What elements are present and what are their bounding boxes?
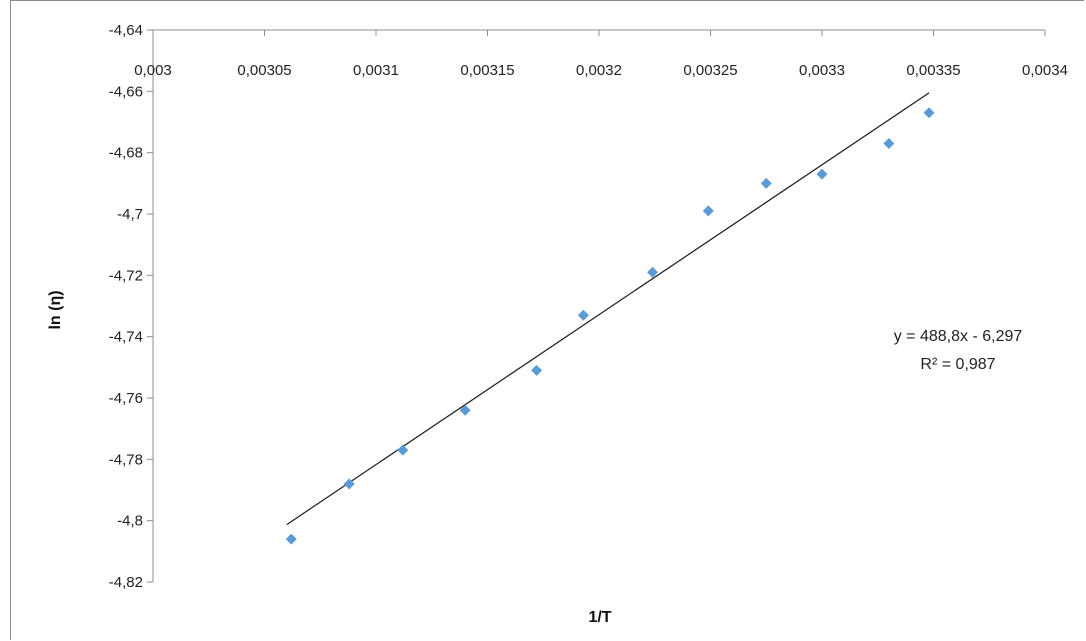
y-tick-label: -4,74 <box>109 329 143 346</box>
y-tick-label: -4,66 <box>109 83 143 100</box>
y-tick-label: -4,72 <box>109 267 143 284</box>
data-point <box>343 478 355 490</box>
x-tick-label: 0,0034 <box>1022 62 1068 79</box>
data-point <box>760 177 772 189</box>
y-tick-label: -4,68 <box>109 145 143 162</box>
y-tick-label: -4,82 <box>109 574 143 591</box>
data-point <box>647 266 659 278</box>
x-axis-title: 1/T <box>588 609 611 626</box>
y-tick-label: -4,76 <box>109 390 143 407</box>
x-tick-label: 0,00325 <box>683 62 737 79</box>
y-tick-label: -4,7 <box>117 206 143 223</box>
trendline-equation: y = 488,8x - 6,297 <box>894 328 1023 345</box>
data-point <box>285 533 297 545</box>
chart-area <box>10 0 1084 640</box>
data-point <box>923 107 935 119</box>
y-axis: -4,64 -4,66 -4,68 -4,7 -4,72 -4,74 -4,76 -4,78 -… <box>109 22 154 591</box>
r-squared-label: R² = 0,987 <box>920 356 995 373</box>
data-point <box>397 444 409 456</box>
data-point <box>816 168 828 180</box>
data-point <box>577 309 589 321</box>
data-point <box>702 205 714 217</box>
x-tick-label: 0,00335 <box>906 62 960 79</box>
y-tick-label: -4,8 <box>117 513 143 530</box>
y-tick-label: -4,64 <box>109 22 143 39</box>
x-tick-label: 0,0033 <box>799 62 845 79</box>
trendline-group <box>286 92 930 526</box>
data-point <box>883 137 895 149</box>
trendline <box>286 92 930 526</box>
x-tick-label: 0,0032 <box>576 62 622 79</box>
x-axis: 0,003 0,00305 0,0031 0,00315 0,0032 0,00325 0,… <box>134 29 1068 79</box>
y-tick-label: -4,78 <box>109 451 143 468</box>
x-tick-label: 0,0031 <box>353 62 399 79</box>
x-tick-label: 0,003 <box>134 62 172 79</box>
data-point <box>459 404 471 416</box>
x-tick-label: 0,00315 <box>460 62 514 79</box>
y-axis-title: ln (η) <box>47 290 64 329</box>
data-point <box>531 364 543 376</box>
x-tick-label: 0,00305 <box>237 62 291 79</box>
data-points <box>285 107 935 545</box>
